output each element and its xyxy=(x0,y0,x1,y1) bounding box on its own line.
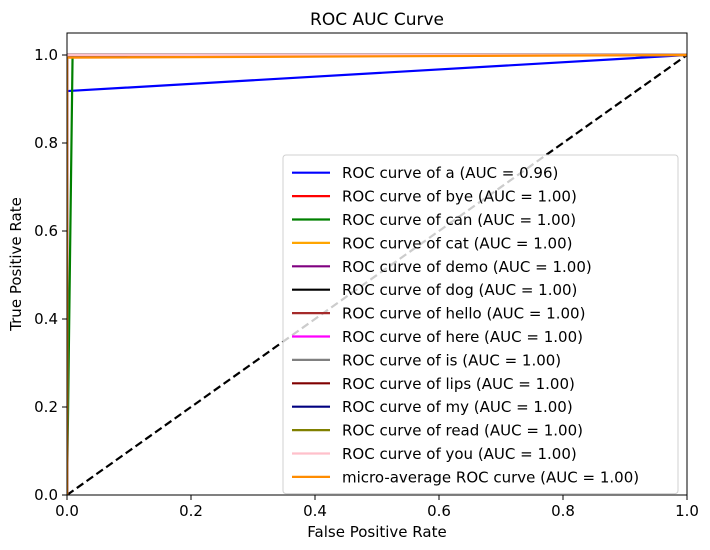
legend-entry-label: ROC curve of my (AUC = 1.00) xyxy=(342,398,573,416)
legend-entry-label: ROC curve of is (AUC = 1.00) xyxy=(342,351,561,369)
x-tick-label: 0.8 xyxy=(551,502,575,520)
plot-frame xyxy=(66,32,688,496)
legend-entry-label: micro-average ROC curve (AUC = 1.00) xyxy=(342,468,639,486)
legend: ROC curve of a (AUC = 0.96) ROC curve of … xyxy=(282,154,679,495)
x-tick-label: 0.2 xyxy=(179,502,203,520)
x-tick-label: 1.0 xyxy=(675,502,699,520)
y-tick-label: 0.8 xyxy=(34,134,58,152)
chance-diagonal-line xyxy=(67,54,687,495)
x-axis-ticks: 0.0 0.2 0.4 0.6 0.8 1.0 xyxy=(55,495,699,520)
y-axis-ticks: 0.0 0.2 0.4 0.6 0.8 1.0 xyxy=(34,46,67,504)
legend-entry-label: ROC curve of a (AUC = 0.96) xyxy=(342,164,558,182)
legend-entry-label: ROC curve of hello (AUC = 1.00) xyxy=(342,305,585,323)
series-layer xyxy=(67,53,687,495)
legend-entry-label: ROC curve of read (AUC = 1.00) xyxy=(342,422,583,440)
y-axis-label: True Positive Rate xyxy=(7,197,25,332)
plot-area xyxy=(67,53,687,495)
roc-series-line xyxy=(67,53,687,495)
legend-entry-label: ROC curve of here (AUC = 1.00) xyxy=(342,328,583,346)
x-tick-label: 0.4 xyxy=(303,502,327,520)
chart-title: ROC AUC Curve xyxy=(310,10,444,30)
legend-entry-label: ROC curve of bye (AUC = 1.00) xyxy=(342,188,577,206)
legend-entry-label: ROC curve of demo (AUC = 1.00) xyxy=(342,258,592,276)
y-tick-label: 0.0 xyxy=(34,486,58,504)
y-tick-label: 0.4 xyxy=(34,310,58,328)
legend-entry-label: ROC curve of you (AUC = 1.00) xyxy=(342,445,577,463)
roc-series-line xyxy=(67,53,687,495)
legend-entry-label: ROC curve of dog (AUC = 1.00) xyxy=(342,281,577,299)
legend-entry-label: ROC curve of cat (AUC = 1.00) xyxy=(342,234,573,252)
y-tick-label: 0.6 xyxy=(34,222,58,240)
x-tick-label: 0.0 xyxy=(55,502,79,520)
x-tick-label: 0.6 xyxy=(427,502,451,520)
legend-entry-label: ROC curve of can (AUC = 1.00) xyxy=(342,211,576,229)
y-tick-label: 0.2 xyxy=(34,398,58,416)
y-tick-label: 1.0 xyxy=(34,46,58,64)
legend-entry-label: ROC curve of lips (AUC = 1.00) xyxy=(342,375,575,393)
legend-box xyxy=(282,154,679,495)
x-axis-label: False Positive Rate xyxy=(307,523,446,541)
